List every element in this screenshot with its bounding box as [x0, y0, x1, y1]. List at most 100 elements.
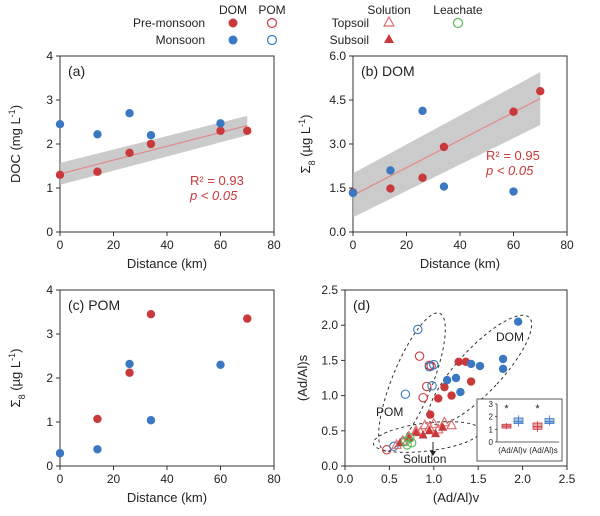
panel-a-ytick-label: 1 [46, 181, 53, 195]
panel-b-label: (b) DOM [361, 63, 415, 79]
panel-b-premonsoon-point [536, 87, 545, 96]
inset-ytick-label: 0 [489, 438, 494, 447]
panel-a-premonsoon-point [243, 126, 252, 135]
leachate-point [405, 433, 415, 443]
panel-b-monsoon-point [386, 166, 395, 175]
panel-d-xlabel: (Ad/Al)v [433, 490, 480, 505]
inset-ytick-label: 2 [489, 413, 494, 422]
panel-d-ticks: 0.0 0.5 1.0 1.5 2.0 2.5 0.0 0.5 1.0 1.5 2.0 2.5 [321, 283, 575, 486]
dom-premonsoon-point [440, 382, 449, 392]
legend-leachate-marker [452, 17, 464, 29]
panel-a-ytick-label: 2 [46, 137, 53, 151]
solution-topsoil-point [428, 417, 440, 428]
pom-premonsoon-point [421, 381, 432, 392]
panel-a-label: (a) [68, 63, 85, 79]
panel-b-ytick-label: 1.5 [329, 181, 346, 195]
panel-b-ytick-label: 4.5 [329, 93, 346, 107]
dom-monsoon-point [498, 354, 508, 364]
solution-subsoil-point [404, 432, 414, 442]
legend-subsoil-marker [384, 34, 394, 43]
legend: DOM POM Solution Leachate Pre-monsoon Mo… [133, 3, 483, 47]
dom-monsoon-point [498, 364, 508, 374]
panel-c-xtick-label: 80 [267, 472, 281, 486]
panel-c-points-layer [55, 310, 252, 458]
panel-c-xtick-label: 40 [160, 472, 174, 486]
panel-a-monsoon-point [93, 130, 102, 139]
legend-topsoil-marker [382, 15, 396, 27]
dom-premonsoon-point [454, 357, 463, 367]
panel-c-ticks: 0 20 40 60 80 0 1 2 3 4 [46, 283, 281, 486]
panel-b-p: p < 0.05 [485, 163, 534, 178]
panel-b-xtick-label: 40 [453, 238, 467, 252]
panel-b-premonsoon-point [418, 173, 427, 182]
panel-c-monsoon-point [55, 449, 65, 458]
panel-c-premonsoon-point [146, 310, 156, 319]
panel-a-premonsoon-point [55, 170, 65, 179]
pom-premonsoon-point [414, 351, 425, 361]
pom-premonsoon-point [418, 392, 428, 403]
panel-b-ytick-label: 3.0 [329, 137, 346, 151]
panel-d-ratio: 0.0 0.5 1.0 1.5 2.0 2.5 0.0 0.5 1.0 1.5 2.0 2.5 (d)… [295, 283, 576, 505]
panel-b-xtick-label: 20 [400, 238, 414, 252]
legend-col-solution: Solution [367, 3, 410, 17]
panel-d-xtick-label: 2.0 [514, 472, 531, 486]
solution-topsoil-point [419, 418, 431, 430]
panel-a-xtick-label: 40 [160, 238, 174, 252]
solution-subsoil-point [418, 430, 428, 439]
panel-c-ytick-label: 2 [46, 371, 53, 385]
panel-b-dom: 0 20 40 60 80 0.0 1.5 3.0 4.5 6.0 (b) DOM R² = 0.… [297, 49, 574, 271]
panel-c-ytick-label: 0 [46, 459, 53, 473]
panel-a-premonsoon-point [125, 148, 134, 157]
dom-premonsoon-point [434, 394, 443, 403]
panel-a-band-layer [59, 115, 248, 185]
panel-d-ytick-label: 1.5 [321, 353, 338, 367]
dom-monsoon-point [442, 375, 452, 385]
legend-mon-dom-marker [228, 35, 238, 45]
group-label-pom: POM [376, 405, 403, 419]
legend-pre-pom-marker [266, 17, 278, 29]
panel-d-plot-area [344, 289, 568, 467]
inset-significance-star: * [504, 403, 509, 415]
group-label-dom: DOM [496, 330, 524, 344]
panel-a-premonsoon-point [216, 126, 225, 135]
panel-a-xtick-label: 60 [214, 238, 228, 252]
legend-col-dom: DOM [219, 3, 247, 17]
panel-a-ytick-label: 0 [46, 225, 53, 239]
inset-boxplot: 0 1 2 3 (Ad/Al)v (Ad/Al)s * * [476, 398, 563, 462]
solution-subsoil-point [411, 427, 421, 436]
panel-a-monsoon-point [125, 109, 134, 118]
panel-c-monsoon-point [216, 360, 225, 369]
panel-d-ytick-label: 2.5 [321, 283, 338, 297]
panel-a-doc: 0 20 40 60 80 0 1 2 3 4 (a) R² = 0.93 p < 0.05 Di… [7, 49, 281, 271]
dom-monsoon-point [513, 317, 523, 326]
pom-monsoon-point [413, 324, 423, 335]
panel-c-plot-area [59, 289, 275, 467]
panel-b-monsoon-point [348, 188, 358, 198]
panel-c-xtick-label: 60 [214, 472, 228, 486]
inset-category-label: (Ad/Al)v [498, 446, 526, 455]
panel-c-monsoon-point [93, 445, 102, 454]
panel-c-label: (c) POM [68, 297, 120, 313]
inset-ytick-label: 3 [489, 400, 494, 409]
panel-d-label: (d) [353, 297, 370, 313]
panel-b-ylabel: Σ8 (µg L-1) [297, 115, 317, 174]
panel-b-premonsoon-point [386, 184, 395, 193]
legend-mon-label: Monsoon [156, 33, 205, 47]
inset-box [532, 422, 543, 430]
solution-subsoil-point [438, 422, 448, 431]
panel-c-xlabel: Distance (km) [127, 490, 207, 505]
legend-sub-label: Subsoil [330, 33, 369, 47]
panel-a-ytick-label: 4 [46, 49, 53, 63]
panel-c-ytick-label: 4 [46, 283, 53, 297]
legend-top-label: Topsoil [332, 16, 369, 30]
panel-b-monsoon-point [509, 187, 518, 196]
panel-b-premonsoon-point [509, 107, 518, 116]
panel-a-xtick-label: 80 [267, 238, 281, 252]
inset-content: 0 1 2 3 (Ad/Al)v (Ad/Al)s * * [489, 400, 559, 455]
panel-a-xlabel: Distance (km) [127, 256, 207, 271]
inset-frame [476, 398, 563, 462]
panel-b-monsoon-point [439, 182, 449, 191]
panel-a-ylabel: DOC (mg L-1) [7, 105, 23, 183]
legend-col-pom: POM [258, 3, 285, 17]
